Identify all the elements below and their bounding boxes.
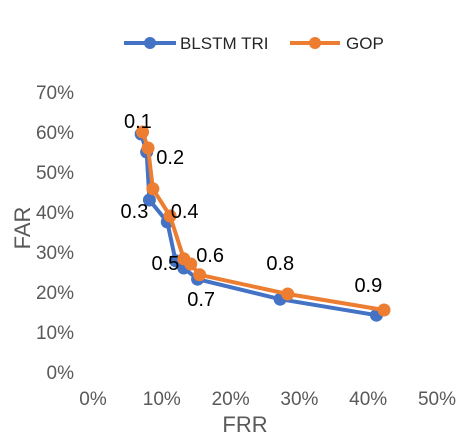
data-point-gop xyxy=(193,268,207,282)
legend-label-gop: GOP xyxy=(346,34,384,53)
x-tick-labels: 0% 10% 20% 30% 40% 50% xyxy=(79,389,456,410)
data-point-gop xyxy=(146,182,160,196)
point-label: 0.2 xyxy=(156,147,184,169)
plot-area xyxy=(134,125,391,322)
point-label: 0.1 xyxy=(124,111,152,133)
data-point-gop xyxy=(136,125,150,139)
point-label: 0.5 xyxy=(151,253,179,275)
y-tick-label: 60% xyxy=(36,123,74,144)
y-tick-labels: 0% 10% 20% 30% 40% 50% 60% 70% xyxy=(36,83,74,384)
point-label: 0.7 xyxy=(187,289,215,311)
data-point-gop xyxy=(281,287,295,301)
legend-marker-blstm-tri xyxy=(144,37,156,49)
point-label: 0.8 xyxy=(266,253,294,275)
point-label: 0.3 xyxy=(121,201,149,223)
y-tick-label: 10% xyxy=(36,323,74,344)
y-tick-label: 70% xyxy=(36,83,74,104)
x-tick-label: 30% xyxy=(280,389,318,410)
y-tick-label: 30% xyxy=(36,243,74,264)
legend-marker-gop xyxy=(309,37,321,49)
x-tick-label: 10% xyxy=(143,389,181,410)
y-axis-title: FAR xyxy=(10,207,35,250)
y-tick-label: 0% xyxy=(47,363,75,384)
data-point-gop xyxy=(163,209,177,223)
legend-label-blstm-tri: BLSTM TRI xyxy=(180,34,268,53)
data-point-blstm-tri xyxy=(142,193,156,207)
data-point-gop xyxy=(377,303,391,317)
y-tick-label: 50% xyxy=(36,163,74,184)
data-point-gop xyxy=(184,257,198,271)
x-tick-label: 0% xyxy=(79,389,107,410)
data-point-gop xyxy=(141,141,155,155)
x-tick-label: 50% xyxy=(418,389,456,410)
y-tick-label: 20% xyxy=(36,283,74,304)
x-tick-label: 40% xyxy=(349,389,387,410)
x-tick-label: 20% xyxy=(212,389,250,410)
y-tick-label: 40% xyxy=(36,203,74,224)
x-axis-title: FRR xyxy=(222,412,267,437)
legend: BLSTM TRI GOP xyxy=(124,34,384,53)
point-label: 0.4 xyxy=(171,201,199,223)
point-label: 0.9 xyxy=(354,275,382,297)
point-label: 0.6 xyxy=(196,245,224,267)
point-labels: 0.10.2 0.3 0.4 0.5 0.6 0.7 0.8 0.9 xyxy=(121,111,383,311)
